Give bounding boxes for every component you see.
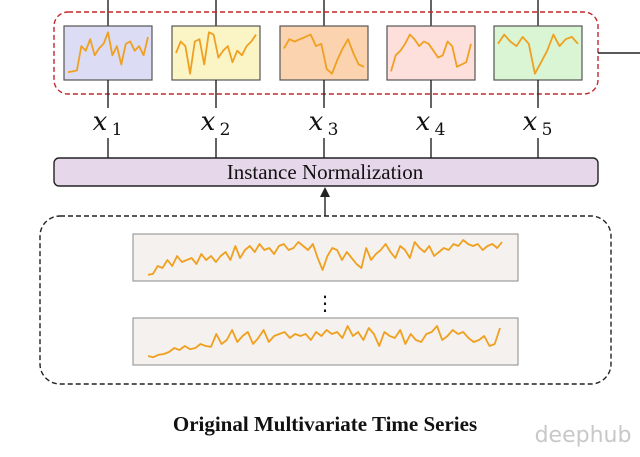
patch-3: [279, 25, 369, 81]
ellipsis: ⋮: [315, 291, 335, 315]
patch-5: [493, 25, 583, 81]
patch-series-3: [283, 33, 365, 75]
variable-subscript-3: 3: [328, 120, 339, 140]
patch-1: [63, 25, 153, 81]
patches: [63, 25, 583, 81]
variable-label-2: x: [201, 107, 216, 137]
patch-box-2: [171, 25, 261, 81]
instance-normalization-box: [53, 157, 599, 187]
variable-label-4: x: [416, 107, 431, 137]
series-box-bottom: [132, 317, 519, 366]
arrow-up-icon: [320, 187, 330, 197]
long-series-line-1: [147, 239, 503, 276]
long-series-line-2: [147, 325, 501, 359]
bottom-title: Original Multivariate Time Series: [173, 412, 477, 436]
variable-subscript-5: 5: [542, 120, 553, 140]
patch-series-5: [497, 33, 579, 75]
input-series-group-border: [39, 215, 612, 385]
variable-subscript-1: 1: [112, 120, 123, 140]
watermark: deephub: [535, 423, 632, 448]
patch-series-2: [175, 31, 257, 75]
patch-box-5: [493, 25, 583, 81]
patch-series-4: [390, 33, 472, 72]
patch-4: [386, 25, 476, 81]
variable-label-5: x: [523, 107, 538, 137]
variable-subscript-4: 4: [435, 120, 446, 140]
series-box-top: [132, 233, 519, 282]
variable-label-1: x: [93, 107, 108, 137]
patch-2: [171, 25, 261, 81]
long-series: [147, 239, 503, 359]
patch-series-1: [67, 31, 149, 74]
variable-subscript-2: 2: [220, 120, 231, 140]
top-connectors: [107, 0, 539, 27]
label-connectors: [107, 80, 539, 158]
instance-normalization-label: Instance Normalization: [227, 160, 424, 184]
patch-box-4: [386, 25, 476, 81]
variable-label-3: x: [309, 107, 324, 137]
